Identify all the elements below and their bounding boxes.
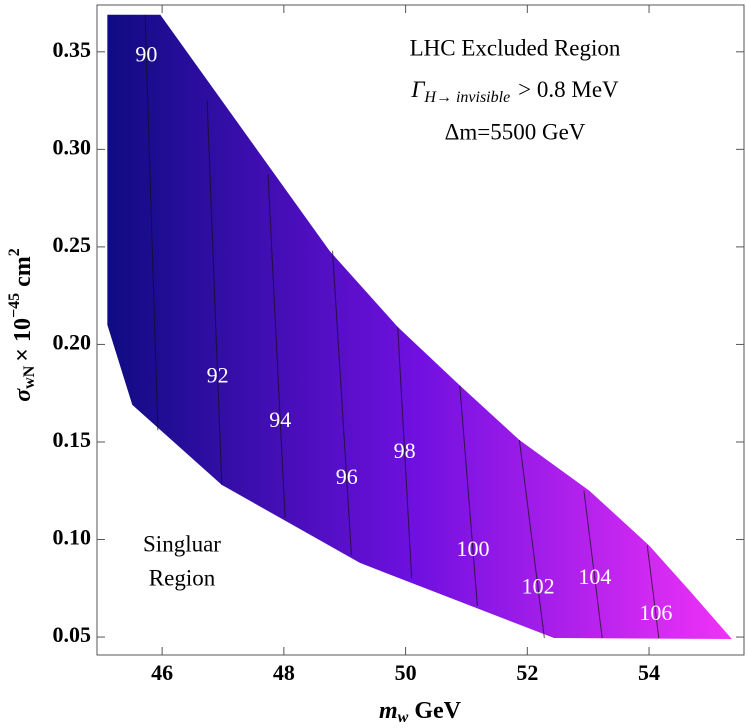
- x-tick-label: 48: [273, 660, 295, 685]
- contour-line: [646, 545, 660, 639]
- y-tick-label: 0.10: [53, 525, 92, 550]
- contour-line: [459, 385, 478, 606]
- contour-line: [518, 439, 545, 639]
- y-axis-label: × 10: [10, 318, 36, 362]
- x-tick-label: 46: [151, 660, 173, 685]
- y-axis-label: σ: [10, 388, 36, 402]
- contour-line: [332, 250, 352, 556]
- contour-line: [583, 490, 603, 639]
- x-axis-label: m: [379, 698, 398, 724]
- contour-label: 104: [578, 564, 611, 589]
- plot-area: 90 92 94 96 98 100 102 104 106: [107, 14, 732, 640]
- contour-label: 96: [336, 464, 358, 489]
- y-axis-label: wN: [21, 365, 38, 389]
- contour-line: [397, 326, 413, 579]
- contour-label: 90: [135, 41, 157, 66]
- contour-line: [267, 174, 286, 519]
- contour-line: [144, 14, 159, 431]
- contour-label: 100: [456, 536, 489, 561]
- x-axis-label: mw GeV: [379, 698, 462, 726]
- x-axis-label: w: [398, 709, 409, 726]
- contour-label: 98: [394, 438, 416, 463]
- y-tick-label: 0.15: [53, 427, 92, 452]
- annotation: > 0.8 MeV: [518, 77, 619, 102]
- y-axis-label: cm: [10, 256, 36, 287]
- annotation: Region: [149, 565, 216, 590]
- frame: [96, 4, 745, 656]
- annotation: Singluar: [143, 531, 221, 556]
- y-tick-label: 0.35: [53, 37, 92, 62]
- x-tick-label: 52: [516, 660, 538, 685]
- y-tick-label: 0.25: [53, 232, 92, 257]
- x-axis-label: GeV: [414, 698, 461, 724]
- annotation: H→ invisible: [423, 89, 510, 106]
- annotation: Γ: [410, 77, 425, 102]
- contour-label: 94: [269, 407, 291, 432]
- annotation: ΓH→ invisible > 0.8 MeV: [410, 77, 619, 105]
- contour-label: 106: [639, 600, 672, 625]
- excluded-region: [107, 14, 732, 640]
- contour-label: 102: [522, 574, 555, 599]
- y-axis-label: σwN × 10−45 cm2: [6, 248, 38, 402]
- contour-line: [206, 100, 223, 485]
- y-axis-label: −45: [6, 293, 23, 318]
- x-tick-label: 50: [395, 660, 417, 685]
- annotation: LHC Excluded Region: [410, 35, 621, 60]
- y-axis-label: 2: [6, 248, 23, 256]
- y-tick-label: 0.20: [53, 329, 92, 354]
- y-tick-label: 0.05: [53, 622, 92, 647]
- x-tick-label: 54: [638, 660, 660, 685]
- y-tick-label: 0.30: [53, 134, 92, 159]
- annotation: Δm=5500 GeV: [445, 119, 586, 144]
- contour-label: 92: [207, 362, 229, 387]
